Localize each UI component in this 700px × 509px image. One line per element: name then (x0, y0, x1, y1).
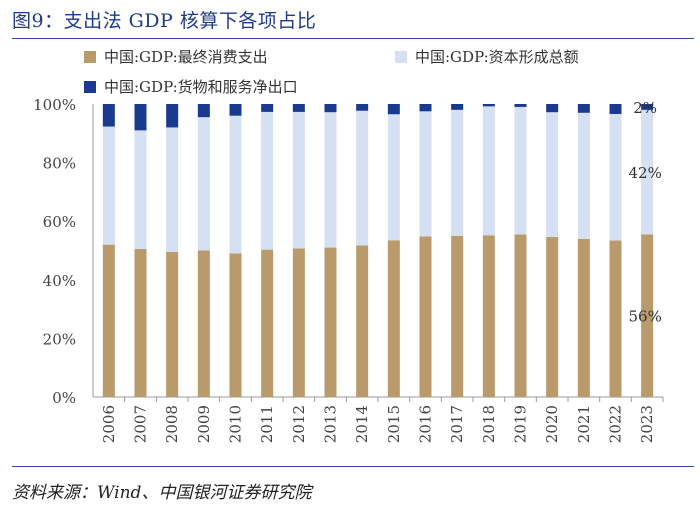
legend-swatch-1 (84, 51, 96, 63)
bar-2012-series-3 (292, 104, 305, 112)
bar-2012-series-1 (292, 248, 305, 397)
bar-2011-series-1 (261, 249, 274, 397)
bar-2020-series-2 (546, 112, 559, 238)
stacked-bar-chart: 中国:GDP:最终消费支出 中国:GDP:资本形成总额中国:GDP:货物和服务净出… (33, 48, 664, 443)
bar-2012-series-2 (292, 111, 305, 249)
y-tick-label: 0% (52, 389, 76, 407)
bar-2007-series-2 (134, 130, 147, 250)
bar-2007-series-1 (134, 249, 147, 397)
bar-2011-series-3 (261, 104, 274, 112)
legend-swatch-2 (395, 51, 407, 63)
data-label: 56% (628, 308, 661, 326)
source-rule (12, 466, 694, 467)
x-tick-label: 2007 (132, 405, 150, 443)
y-tick-label: 100% (33, 96, 76, 114)
legend-label-2: 中国:GDP:资本形成总额 (415, 48, 579, 66)
data-label: 2% (633, 99, 657, 117)
x-tick-label: 2008 (163, 405, 181, 443)
bar-2022-series-2 (609, 113, 622, 241)
bar-2016-series-3 (419, 104, 432, 112)
bar-2021-series-2 (577, 112, 590, 239)
bar-2015-series-2 (387, 114, 400, 241)
title-rule (12, 38, 694, 39)
bar-2013-series-1 (324, 247, 337, 397)
x-tick-label: 2019 (512, 405, 530, 443)
x-tick-label: 2016 (417, 405, 435, 443)
bar-2020-series-3 (546, 104, 559, 113)
x-tick-label: 2023 (638, 405, 656, 443)
bar-2021-series-3 (577, 104, 590, 113)
bar-2014-series-3 (356, 104, 369, 111)
bar-2018-series-1 (482, 235, 495, 397)
y-tick-label: 60% (43, 213, 76, 231)
x-tick-label: 2022 (607, 405, 625, 443)
bar-2023-series-1 (641, 234, 654, 397)
bar-2008-series-1 (166, 251, 179, 397)
bar-2014-series-1 (356, 245, 369, 397)
bar-2016-series-1 (419, 236, 432, 397)
bar-2009-series-2 (197, 117, 210, 251)
bar-2015-series-1 (387, 240, 400, 397)
source-note: 资料来源：Wind、中国银河证券研究院 (12, 483, 312, 503)
bar-2019-series-2 (514, 106, 527, 235)
x-tick-label: 2006 (100, 405, 118, 443)
bar-2022-series-3 (609, 104, 622, 114)
bar-2019-series-1 (514, 234, 527, 397)
chart-title: 图9：支出法 GDP 核算下各项占比 (12, 10, 317, 32)
bar-2009-series-3 (197, 104, 210, 118)
bar-2006-series-2 (102, 126, 115, 245)
bar-2013-series-3 (324, 104, 337, 113)
bar-2008-series-2 (166, 127, 179, 252)
y-tick-label: 80% (43, 155, 76, 173)
bar-2010-series-2 (229, 115, 242, 254)
x-tick-label: 2010 (227, 405, 245, 443)
bar-2013-series-2 (324, 112, 337, 248)
bar-2015-series-3 (387, 104, 400, 115)
bar-2023-series-2 (641, 109, 654, 235)
x-tick-label: 2017 (448, 405, 466, 443)
bar-2017-series-1 (451, 235, 464, 397)
x-tick-label: 2015 (385, 405, 403, 443)
legend-label-1: 中国:GDP:最终消费支出 (104, 48, 268, 66)
bar-2007-series-3 (134, 104, 147, 131)
x-tick-label: 2009 (195, 405, 213, 443)
bar-2006-series-3 (102, 104, 115, 127)
bar-2023-series-3 (641, 104, 654, 110)
bar-2008-series-3 (166, 104, 179, 128)
bar-2019-series-3 (514, 104, 527, 107)
x-tick-label: 2011 (258, 405, 276, 443)
data-label: 42% (628, 164, 661, 182)
bar-2018-series-3 (482, 104, 495, 107)
bar-2017-series-3 (451, 104, 464, 110)
bar-2022-series-1 (609, 240, 622, 397)
x-tick-label: 2021 (575, 405, 593, 443)
bar-2020-series-1 (546, 237, 559, 397)
legend-swatch-3 (84, 81, 96, 93)
x-tick-label: 2013 (322, 405, 340, 443)
bar-2018-series-2 (482, 106, 495, 236)
bar-2021-series-1 (577, 238, 590, 397)
bar-2006-series-1 (102, 244, 115, 397)
bar-2011-series-2 (261, 111, 274, 250)
x-tick-label: 2012 (290, 405, 308, 443)
x-tick-label: 2020 (543, 405, 561, 443)
bar-2010-series-1 (229, 253, 242, 397)
y-tick-label: 20% (43, 330, 76, 348)
bar-2016-series-2 (419, 111, 432, 237)
bar-2009-series-1 (197, 250, 210, 397)
x-tick-label: 2018 (480, 405, 498, 443)
bar-2014-series-2 (356, 110, 369, 246)
bar-2017-series-2 (451, 109, 464, 236)
legend-label-3: 中国:GDP:货物和服务净出口 (104, 78, 298, 96)
x-tick-label: 2014 (353, 405, 371, 443)
bar-2010-series-3 (229, 104, 242, 116)
y-tick-label: 40% (43, 272, 76, 290)
